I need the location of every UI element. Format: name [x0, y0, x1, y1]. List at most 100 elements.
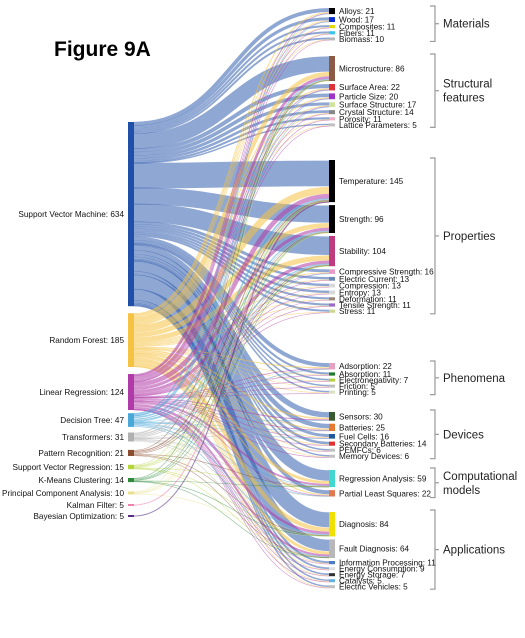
group-label-computational-models: Computational models — [443, 471, 517, 497]
target-label-surface-structure: Surface Structure: 17 — [339, 101, 417, 110]
target-node-energy-consumption — [329, 567, 335, 571]
target-label-stress: Stress: 11 — [339, 307, 376, 316]
sankey-link — [133, 106, 330, 382]
target-node-pemfcs — [329, 448, 335, 452]
target-label-electric-current: Electric Current: 13 — [339, 275, 410, 284]
sankey-link — [133, 39, 330, 377]
sankey-link — [133, 422, 330, 439]
target-node-diagnosis — [329, 512, 335, 537]
target-node-particle-size — [329, 93, 335, 100]
sankey-link — [133, 201, 330, 493]
source-node-linear-regression — [128, 374, 134, 410]
target-node-absorption — [329, 372, 335, 376]
sankey-link — [133, 80, 330, 493]
sankey-link — [133, 13, 330, 414]
sankey-link — [133, 72, 330, 321]
sankey-link — [133, 264, 330, 438]
sankey-link — [133, 102, 330, 159]
target-label-partial-least-squares: Partial Least Squares: 22 — [339, 489, 431, 498]
sankey-link — [133, 123, 330, 164]
sankey-link — [133, 231, 330, 453]
group-label-line: Computational — [443, 471, 517, 483]
sankey-link — [133, 422, 330, 432]
target-label-information-processing: Information Processing: 11 — [339, 559, 436, 568]
source-label-random-forest: Random Forest: 185 — [49, 336, 124, 345]
group-label-properties: Properties — [443, 231, 496, 243]
group-label-line: models — [443, 485, 480, 497]
target-node-sensors — [329, 412, 335, 421]
sankey-link — [133, 78, 330, 415]
group-bracket-phenomena — [430, 360, 436, 396]
group-label-line: Properties — [443, 231, 496, 243]
sankey-link — [133, 37, 330, 134]
sankey-link — [133, 255, 330, 343]
sankey-link — [133, 352, 330, 446]
target-label-electric-vehicles: Electric Vehicles: 5 — [339, 583, 408, 592]
target-label-regression-analysis: Regression Analysis: 59 — [339, 475, 427, 484]
group-label-line: Devices — [443, 429, 484, 441]
target-node-regression-analysis — [329, 470, 335, 488]
sankey-link — [133, 25, 330, 131]
group-label-line: features — [443, 93, 485, 105]
sankey-link — [133, 406, 330, 557]
sankey-link — [133, 110, 330, 161]
source-node-decision-tree — [128, 413, 134, 427]
target-label-entropy: Entropy: 13 — [339, 288, 381, 297]
sankey-link — [133, 244, 330, 418]
sankey-link — [133, 17, 330, 129]
sankey-link — [133, 21, 330, 414]
source-label-principal-component-analysis: Principal Component Analysis: 10 — [2, 489, 124, 498]
target-node-information-processing — [329, 561, 335, 565]
target-label-strength: Strength: 96 — [339, 215, 384, 224]
target-node-energy-storage — [329, 573, 335, 577]
sankey-link — [133, 420, 330, 439]
source-label-k-means-clustering: K-Means Clustering: 14 — [38, 476, 124, 485]
sankey-link — [133, 368, 330, 423]
target-node-partial-least-squares — [329, 490, 335, 497]
target-label-electronegativity: Electronegativity: 7 — [339, 376, 409, 385]
source-label-linear-regression: Linear Regression: 124 — [39, 388, 124, 397]
target-node-temperature — [329, 160, 335, 203]
target-label-fibers: Fibers: 11 — [339, 29, 375, 38]
sankey-link — [133, 80, 330, 479]
target-label-absorption: Absorption: 11 — [339, 370, 392, 379]
source-label-support-vector-machine: Support Vector Machine: 634 — [18, 210, 124, 219]
sankey-link — [133, 186, 330, 333]
sankey-link — [133, 200, 330, 467]
target-label-pemfcs: PEMFCs: 6 — [339, 446, 381, 455]
target-node-memory-devices — [329, 454, 335, 458]
sankey-link — [133, 193, 330, 387]
target-node-fuel-cells — [329, 434, 335, 439]
source-label-pattern-recognition: Pattern Recognition: 21 — [38, 449, 124, 458]
sankey-link — [133, 201, 330, 517]
sankey-links — [133, 8, 330, 589]
target-node-secondary-batteries — [329, 441, 335, 446]
sankey-link — [133, 347, 330, 376]
target-node-adsorption — [329, 363, 335, 370]
target-label-wood: Wood: 17 — [339, 16, 374, 25]
sankey-link — [133, 200, 330, 452]
source-node-support-vector-machine — [128, 122, 134, 307]
target-label-particle-size: Particle Size: 20 — [339, 92, 399, 101]
sankey-link — [133, 33, 330, 377]
target-label-friction: Friction: 5 — [339, 382, 375, 391]
sankey-link — [133, 481, 330, 559]
sankey-link — [133, 33, 330, 317]
figure-title: Figure 9A — [54, 38, 151, 61]
target-node-stability — [329, 236, 335, 267]
group-label-line: Materials — [443, 19, 490, 31]
sankey-link — [133, 13, 330, 375]
sankey-link — [133, 89, 330, 380]
sankey-link — [133, 420, 330, 423]
group-bracket-materials — [430, 5, 436, 43]
sankey-link — [133, 20, 330, 316]
target-label-porosity: Porosity: 11 — [339, 115, 382, 124]
target-node-microstructure — [329, 56, 335, 81]
sankey-link — [133, 286, 330, 345]
target-node-strength — [329, 205, 335, 233]
sankey-link — [133, 39, 330, 317]
target-label-temperature: Temperature: 145 — [339, 177, 404, 186]
target-label-batteries: Batteries: 25 — [339, 423, 385, 432]
sankey-link — [133, 76, 330, 380]
